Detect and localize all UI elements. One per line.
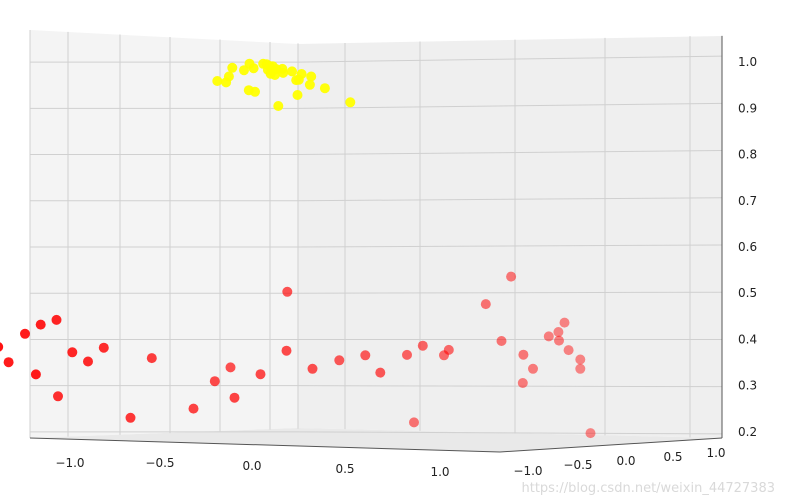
y-tick-label: −1.0 [513,464,542,478]
z-tick-label: 0.7 [738,194,757,208]
x-tick-label: 1.0 [430,465,449,479]
z-tick-label: 0.3 [738,379,757,393]
x-tick-label: 0.0 [242,459,261,473]
z-grid-right [297,291,723,294]
red-point [506,271,517,282]
red-point [3,357,14,368]
x-axis-line [29,437,501,453]
yellow-point [243,85,254,96]
red-point [575,363,586,374]
yellow-point [287,66,297,77]
z-grid-right [297,55,723,63]
y-tick-label: 1.0 [706,446,725,460]
yellow-point [244,58,255,69]
yellow-point [304,79,315,90]
red-point [409,417,419,428]
z-tick-label: 0.2 [738,425,757,439]
z-grid-right [297,244,723,248]
grid-lines [29,30,723,453]
yellow-point [221,77,232,88]
yellow-point [292,90,303,100]
red-point [83,356,93,367]
red-point [553,327,564,337]
z-grid-right [297,102,723,109]
red-point [188,403,199,414]
red-point [360,350,371,361]
x-tick-label: −0.5 [145,456,174,470]
red-point [563,345,574,356]
red-point [98,342,109,353]
z-grid-right [297,385,723,388]
left-pane [30,30,298,438]
red-point [20,328,30,339]
red-point [554,335,564,346]
red-point [543,331,554,342]
z-grid-right [297,197,723,202]
red-point [67,347,78,358]
z-tick-label: 1.0 [738,55,757,69]
floor-pane [30,428,722,452]
red-point [209,376,220,387]
red-point [417,340,428,351]
red-point [496,336,507,346]
yellow-point [278,67,289,78]
y-tick-label: 0.5 [663,450,682,464]
yellow-point [265,68,276,79]
z-grid-right [297,150,723,156]
y-axis-line [499,437,723,453]
red-point [518,349,529,360]
red-point [125,412,136,423]
red-point [229,392,240,403]
z-tick-label: 0.6 [738,240,757,254]
red-point [528,363,538,374]
tick-labels: −1.0 −0.5 0.0 0.5 1.0 −1.0 −0.5 0.0 0.5 1.0 0.2 0.3… [55,55,757,479]
red-point [334,355,345,366]
yellow-point [345,97,356,108]
yellow-point [293,74,304,85]
red-point [480,299,491,310]
data-points [0,58,596,439]
axis-panes [30,30,722,452]
red-point [402,349,412,360]
yellow-point [319,83,330,94]
y-tick-label: 0.0 [616,454,635,468]
yellow-point [273,101,284,111]
x-tick-label: 0.5 [335,462,354,476]
red-point [443,344,454,355]
z-tick-label: 0.4 [738,332,757,346]
red-point [575,354,586,365]
red-point [585,428,596,439]
red-point [30,369,41,380]
red-point [559,317,570,328]
red-point [53,391,63,402]
red-point [282,286,293,297]
red-point [0,342,4,352]
red-point [146,353,157,364]
z-tick-label: 0.9 [738,101,757,115]
red-point [517,378,528,388]
z-tick-label: 0.8 [738,148,757,162]
red-point [255,369,266,380]
watermark: https://blog.csdn.net/weixin_44727383 [521,481,775,496]
y-tick-label: −0.5 [563,458,592,472]
yellow-point [306,71,317,82]
red-point [281,345,292,356]
right-pane [298,36,722,438]
red-point [51,314,62,325]
red-point [225,362,236,373]
yellow-point [227,62,238,73]
red-point [375,367,386,378]
z-tick-label: 0.5 [738,286,757,300]
red-point [307,363,318,374]
x-tick-label: −1.0 [55,456,84,470]
red-point [35,319,46,330]
yellow-point [212,76,223,86]
z-grid-right [297,431,723,435]
